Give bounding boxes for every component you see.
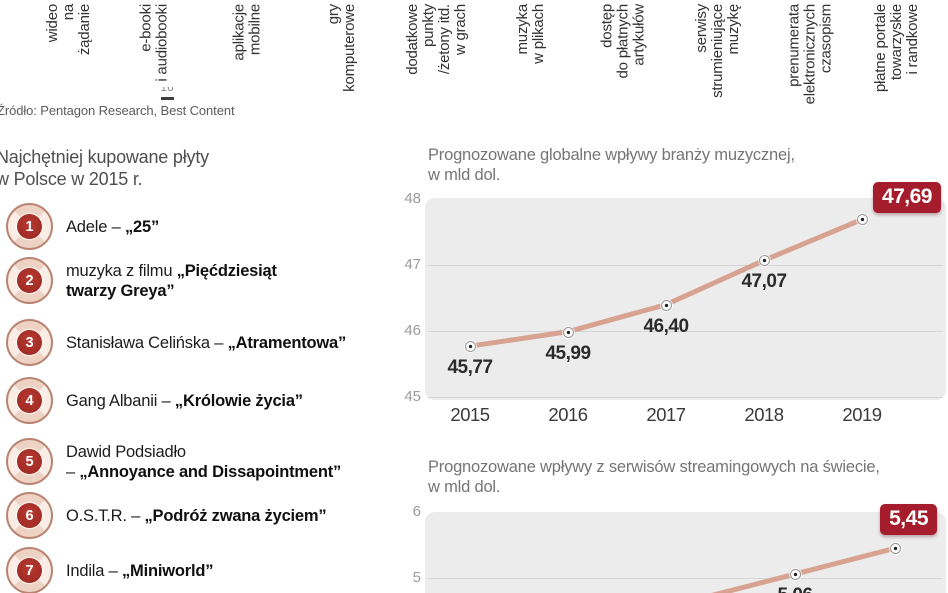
data-point-marker — [759, 255, 770, 267]
data-point-label: 45,77 — [447, 357, 493, 379]
cd-disc-icon: 4 — [6, 377, 53, 424]
chart-title: Prognozowane wpływy z serwisów streaming… — [428, 458, 880, 496]
album-list-item: 3 Stanisława Celińska – „Atramentowa” — [6, 319, 346, 366]
album-list-item: 4 Gang Albanii – „Królowie życia” — [6, 377, 303, 424]
y-axis-tick: 5 — [412, 569, 421, 586]
cd-disc-icon: 6 — [6, 492, 53, 539]
y-axis-tick: 45 — [404, 388, 421, 405]
plot-area — [425, 512, 946, 593]
category-label: dodatkowe punkty /żetony itd. w grach — [404, 4, 469, 75]
album-entry: Dawid Podsiadło – „Annoyance and Dissapo… — [66, 442, 342, 481]
album-rank: 6 — [25, 507, 34, 524]
album-rank: 4 — [25, 392, 34, 409]
gridline — [428, 397, 943, 398]
rank-circle: 2 — [17, 268, 42, 293]
album-rank: 5 — [25, 453, 34, 470]
value-badge: 5,45 — [880, 504, 937, 535]
x-axis-label: 2018 — [744, 404, 784, 425]
rank-circle: 4 — [17, 388, 42, 413]
album-list-item: 1 Adele – „25” — [6, 203, 159, 250]
data-point-label: 5,06 — [778, 585, 813, 593]
category-label: aplikacje mobilne — [231, 4, 264, 61]
rank-circle: 7 — [17, 558, 42, 583]
category-label: muzyka w plikach — [514, 4, 547, 64]
data-point-marker — [857, 214, 868, 226]
album-entry: Indila – „Miniworld” — [66, 561, 214, 580]
y-axis-tick: 46 — [404, 322, 421, 339]
data-point-label: 45,99 — [545, 342, 591, 364]
album-entry: muzyka z filmu „Pięćdziesiąt twarzy Grey… — [66, 261, 277, 300]
x-axis-label: 2019 — [842, 404, 882, 425]
category-label: serwisy strumieniujące muzykę — [693, 4, 742, 98]
chart-title: Prognozowane globalne wpływy branży muzy… — [428, 146, 795, 184]
album-rank: 3 — [25, 334, 34, 351]
album-list-item: 7 Indila – „Miniworld” — [6, 547, 213, 593]
rank-circle: 3 — [17, 330, 42, 355]
cd-disc-icon: 3 — [6, 319, 53, 366]
data-point-marker — [890, 543, 901, 555]
source-note: Źródło: Pentagon Research, Best Content — [0, 103, 235, 118]
y-axis-tick: 48 — [404, 190, 421, 207]
album-list-item: 5 Dawid Podsiadło – „Annoyance and Dissa… — [6, 438, 341, 485]
albums-heading: Najchętniej kupowane płyty w Polsce w 20… — [0, 147, 209, 189]
remnant-text: 16 — [160, 87, 174, 94]
album-entry: Gang Albanii – „Królowie życia” — [66, 391, 303, 410]
badge-value: 47,69 — [881, 185, 933, 208]
x-axis-label: 2016 — [548, 404, 588, 425]
data-point-marker — [790, 569, 801, 581]
album-list-item: 2 muzyka z filmu „Pięćdziesiąt twarzy Gr… — [6, 257, 277, 304]
album-list-item: 6 O.S.T.R. – „Podróż zwana życiem” — [6, 492, 327, 539]
data-point-marker — [465, 341, 476, 353]
album-entry: Stanisława Celińska – „Atramentowa” — [66, 333, 347, 352]
category-label: płatne portale towarzyskie i randkowe — [872, 4, 921, 93]
data-point-label: 47,07 — [741, 271, 787, 293]
gridline — [428, 265, 943, 266]
rank-circle: 6 — [17, 503, 42, 528]
x-axis-label: 2017 — [646, 404, 686, 425]
cd-disc-icon: 5 — [6, 438, 53, 485]
cd-disc-icon: 2 — [6, 257, 53, 304]
gridline — [428, 578, 943, 579]
value-badge: 47,69 — [872, 182, 941, 213]
category-label: prenumerata elektronicznych czasopism — [785, 4, 834, 105]
y-axis-tick: 47 — [404, 256, 421, 273]
rank-circle: 5 — [17, 449, 42, 474]
cd-disc-icon: 7 — [6, 547, 53, 593]
y-axis-tick: 6 — [412, 503, 421, 520]
cropped-bar-value-remnant: 16 — [155, 87, 179, 100]
plot-area — [425, 198, 946, 400]
category-label: dostęp do płatnych artykułów — [599, 4, 648, 79]
data-point-marker — [563, 326, 574, 338]
album-rank: 1 — [25, 218, 34, 235]
cd-disc-icon: 1 — [6, 203, 53, 250]
dash-icon — [160, 97, 174, 100]
data-point-marker — [661, 299, 672, 311]
category-label: gry komputerowe — [325, 4, 358, 92]
badge-value: 5,45 — [889, 507, 928, 530]
category-label: wideo na żądanie — [44, 3, 93, 56]
data-point-label: 46,40 — [643, 315, 689, 337]
category-label: e-booki i audiobooki — [138, 4, 171, 82]
x-axis-label: 2015 — [450, 404, 490, 425]
rank-circle: 1 — [17, 214, 42, 239]
album-entry: Adele – „25” — [66, 217, 160, 236]
album-rank: 2 — [25, 272, 34, 289]
album-entry: O.S.T.R. – „Podróż zwana życiem” — [66, 506, 327, 525]
album-rank: 7 — [25, 562, 34, 579]
